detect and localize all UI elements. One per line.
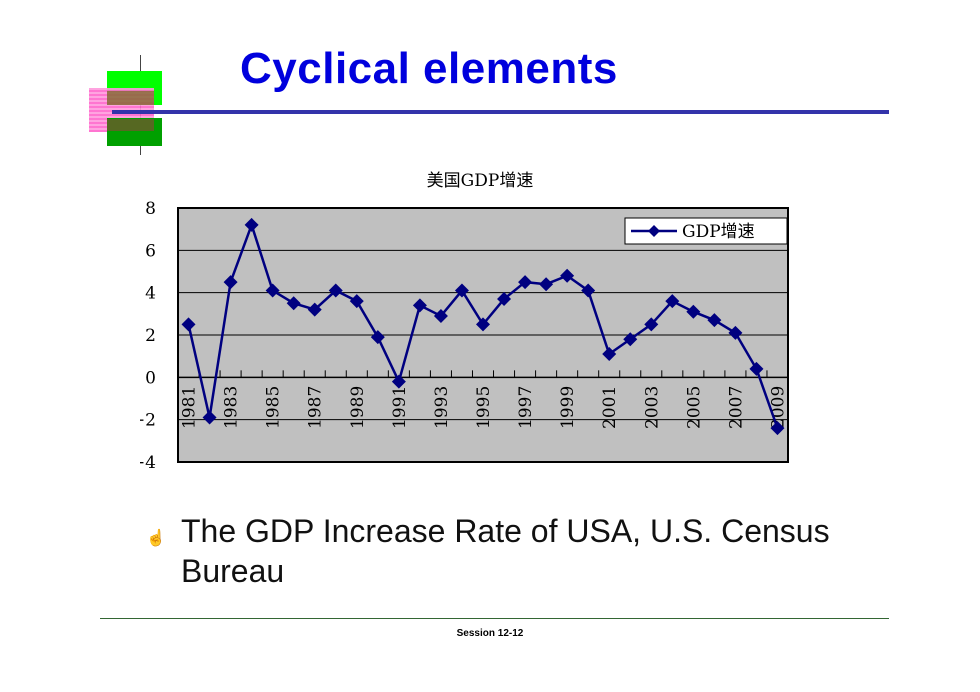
data-point-marker <box>244 217 259 232</box>
x-tick-label: 1987 <box>306 386 326 429</box>
data-point-marker <box>476 317 490 332</box>
y-tick-label: 4 <box>145 284 156 304</box>
data-point-marker <box>223 275 238 290</box>
footer-divider <box>100 618 889 619</box>
x-tick-label: 1991 <box>390 386 410 429</box>
x-tick-label: 1997 <box>516 386 536 429</box>
slide-caption: The GDP Increase Rate of USA, U.S. Censu… <box>181 513 830 589</box>
data-point-marker <box>560 268 575 283</box>
data-point-marker <box>623 332 638 347</box>
title-decoration-brown-block <box>107 91 154 105</box>
title-underline <box>112 110 889 114</box>
data-point-marker <box>602 347 617 362</box>
x-tick-label: 1981 <box>180 386 200 429</box>
y-tick-label: −4 <box>140 453 156 473</box>
data-point-marker <box>328 283 343 298</box>
data-point-marker <box>644 317 659 332</box>
plot-border <box>177 207 789 463</box>
data-point-marker <box>539 277 554 292</box>
x-tick-label: 2001 <box>600 386 620 429</box>
legend-label: GDP增速 <box>682 222 755 242</box>
data-point-marker <box>412 298 427 313</box>
y-tick-label: 2 <box>145 326 156 346</box>
x-tick-label: 1995 <box>474 386 494 429</box>
data-point-marker <box>433 308 448 323</box>
x-tick-label: 1993 <box>432 386 452 429</box>
data-point-marker <box>518 275 533 290</box>
data-point-marker <box>454 283 469 298</box>
slide-title: Cyclical elements <box>240 44 618 93</box>
data-point-marker <box>707 313 722 328</box>
data-point-marker <box>265 283 280 298</box>
x-tick-label: 1985 <box>264 386 284 429</box>
x-tick-label: 2003 <box>642 386 662 429</box>
y-tick-label: 6 <box>145 241 156 261</box>
data-point-marker <box>391 374 406 389</box>
data-point-marker <box>581 283 596 298</box>
y-tick-label: −2 <box>140 411 156 431</box>
data-point-marker <box>665 294 680 309</box>
x-tick-label: 2007 <box>726 386 746 429</box>
y-tick-label: 8 <box>145 199 156 219</box>
data-point-marker <box>370 330 385 345</box>
data-point-marker <box>202 410 217 425</box>
y-tick-label: 0 <box>145 368 156 388</box>
data-point-marker <box>497 292 512 307</box>
data-point-marker <box>286 296 301 311</box>
data-point-marker <box>770 421 785 436</box>
data-point-marker <box>349 294 364 309</box>
footer-session-label: Session 12-12 <box>456 628 524 639</box>
gdp-line-chart: −4 −2 0 2 4 6 8 1981 1983 1985 1987 1989 1991 1993 199… <box>140 199 789 473</box>
title-decoration-brown-block-lower <box>107 119 154 131</box>
data-point-marker <box>307 302 322 317</box>
x-tick-label: 1999 <box>558 386 578 429</box>
data-point-marker <box>728 325 743 340</box>
x-tick-label: 1989 <box>348 386 368 429</box>
data-point-marker <box>181 317 196 332</box>
chart-title: 美国GDP增速 <box>426 171 534 191</box>
x-tick-label: 1983 <box>222 386 242 429</box>
data-point-marker <box>686 304 701 319</box>
x-tick-label: 2005 <box>684 386 704 429</box>
legend-marker <box>648 225 660 237</box>
pointing-hand-icon: ☝ <box>146 530 166 547</box>
data-point-marker <box>749 361 764 376</box>
